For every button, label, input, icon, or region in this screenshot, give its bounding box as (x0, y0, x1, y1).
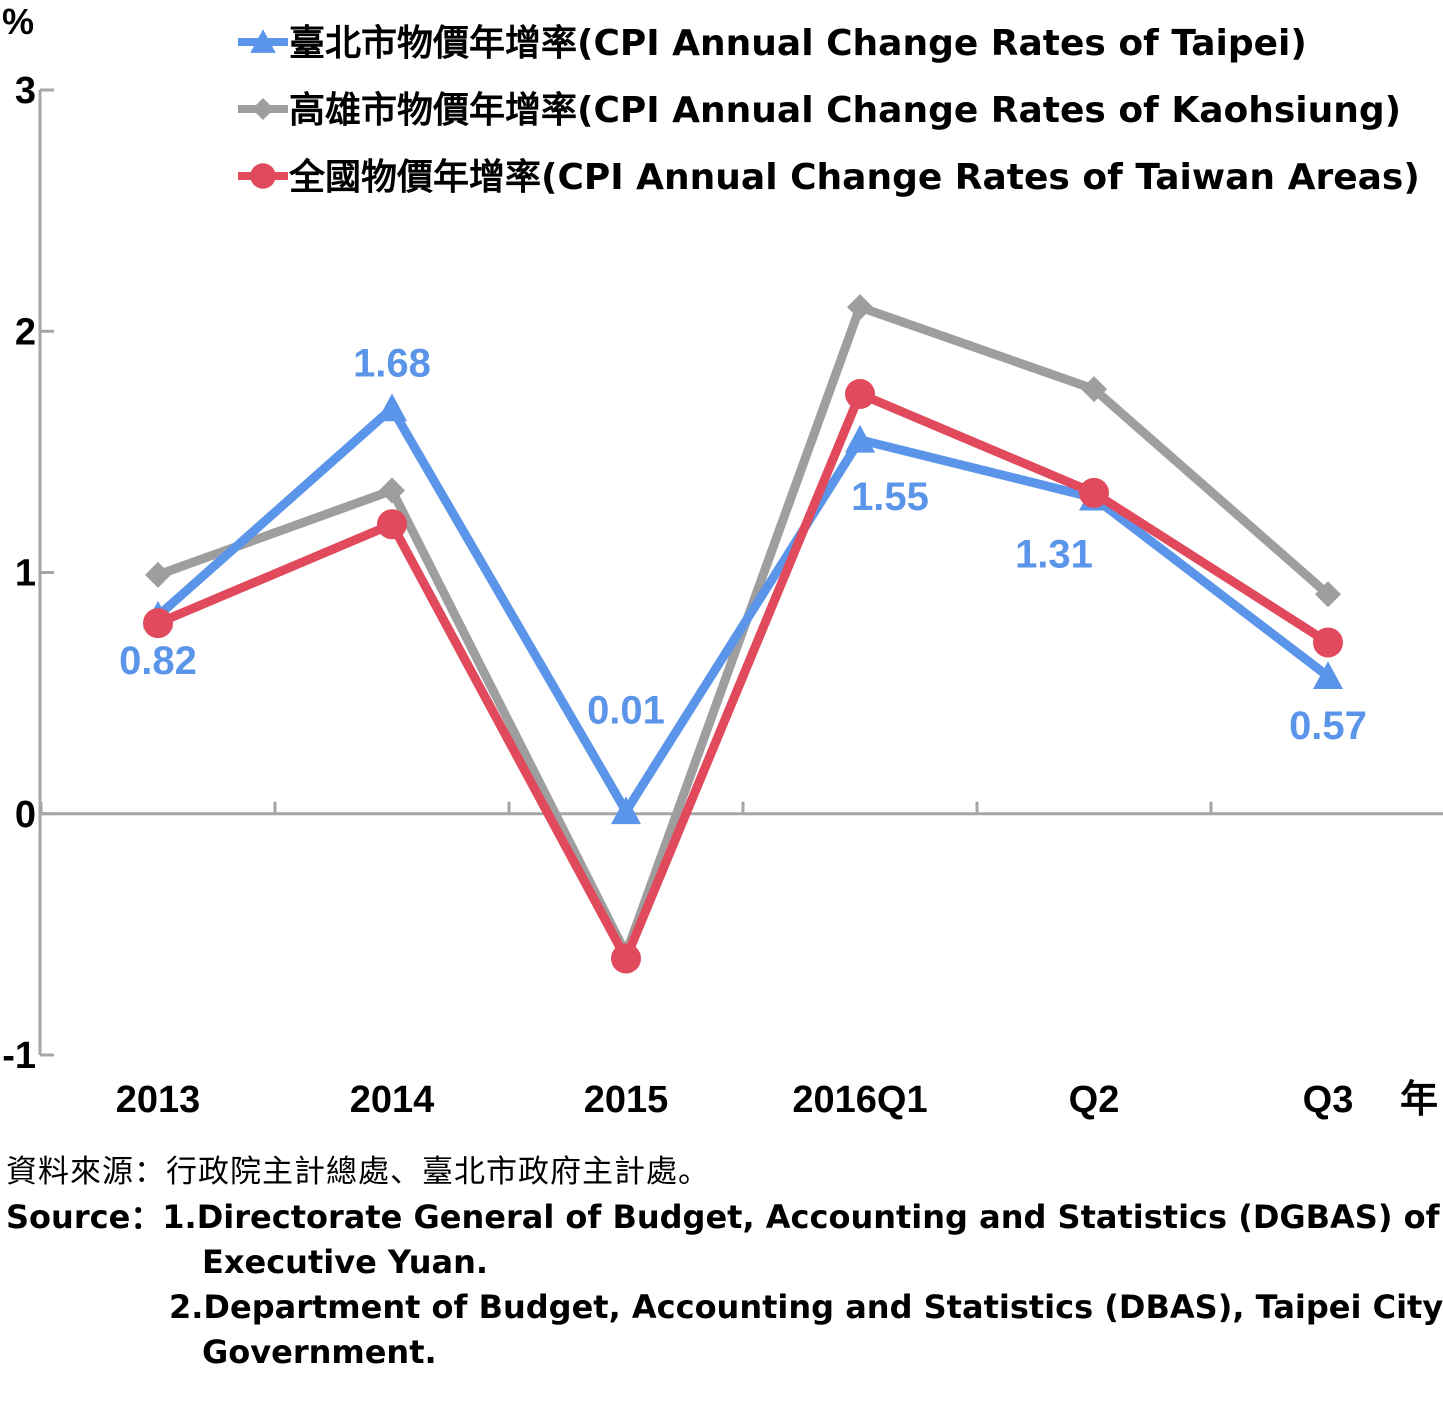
marker-circle (1313, 627, 1343, 658)
data-label: 0.57 (1289, 704, 1367, 748)
source-2b: Government. (202, 1333, 437, 1371)
y-tick-label: 1 (15, 553, 36, 595)
x-tick-label: 2015 (584, 1079, 669, 1121)
series-line (153, 403, 1333, 816)
x-tick-label: Q2 (1069, 1079, 1120, 1121)
marker-circle (611, 943, 641, 974)
data-label: 0.01 (587, 688, 665, 732)
series-0 (143, 393, 1343, 825)
y-tick-label: 0 (15, 794, 36, 836)
source-2a: 2.Department of Budget, Accounting and S… (169, 1288, 1443, 1326)
x-axis-unit: 年 (1400, 1079, 1438, 1121)
y-tick-label: -1 (2, 1035, 36, 1077)
marker-circle (845, 378, 875, 409)
marker-circle (377, 509, 407, 540)
marker-diamond (1315, 581, 1341, 608)
x-tick-label: 2013 (116, 1079, 201, 1121)
source-en-1: Source：1.Directorate General of Budget, … (6, 1195, 1440, 1240)
source-prefix: Source： (6, 1198, 163, 1236)
y-axis-unit: % (2, 1, 34, 42)
series-2 (143, 378, 1343, 974)
x-tick-label: 2016Q1 (792, 1079, 927, 1121)
marker-triangle (377, 393, 407, 422)
marker-circle (143, 608, 173, 639)
x-tick-label: Q3 (1303, 1079, 1354, 1121)
marker-triangle (1313, 661, 1343, 689)
source-1a: 1.Directorate General of Budget, Account… (162, 1198, 1440, 1236)
legend-label: 高雄市物價年增率(CPI Annual Change Rates of Kaoh… (289, 90, 1401, 131)
marker-triangle (845, 424, 875, 453)
marker-diamond (379, 477, 405, 504)
series-layer: 0.82 1.68 0.01 1.55 1.31 0.57 (119, 294, 1367, 974)
y-tick-label: 3 (15, 70, 36, 112)
legend-label: 全國物價年增率(CPI Annual Change Rates of Taiwa… (288, 156, 1420, 198)
data-label: 1.55 (851, 475, 929, 519)
marker-triangle (611, 796, 641, 825)
source-zh: 資料來源：行政院主計總處、臺北市政府主計處。 (6, 1154, 710, 1190)
source-note: 資料來源：行政院主計總處、臺北市政府主計處。 Source：1.Director… (6, 1150, 1443, 1375)
data-label: 1.68 (353, 341, 431, 385)
axes: -1 0 1 2 3 2013 2014 2015 2016Q1 Q2 Q3 (2, 70, 1443, 1121)
marker-diamond (251, 97, 275, 121)
marker-circle (250, 163, 276, 189)
data-label: 0.82 (119, 639, 197, 683)
y-tick-label: 2 (15, 311, 36, 353)
marker-circle (1079, 477, 1109, 508)
source-1b: Executive Yuan. (202, 1243, 489, 1281)
marker-diamond (847, 294, 873, 321)
x-tick-label: 2014 (350, 1079, 435, 1121)
marker-triangle (250, 29, 276, 53)
series-line (153, 389, 1333, 963)
data-label: 1.31 (1015, 533, 1093, 577)
marker-diamond (145, 561, 171, 588)
line-chart: -1 0 1 2 3 2013 2014 2015 2016Q1 Q2 Q3 0.82 1.68 0.0… (2, 1, 1443, 1121)
marker-diamond (1081, 376, 1107, 403)
legend-label: 臺北市物價年增率(CPI Annual Change Rates of Taip… (289, 23, 1307, 64)
legend: 臺北市物價年增率(CPI Annual Change Rates of Taip… (238, 23, 1420, 198)
